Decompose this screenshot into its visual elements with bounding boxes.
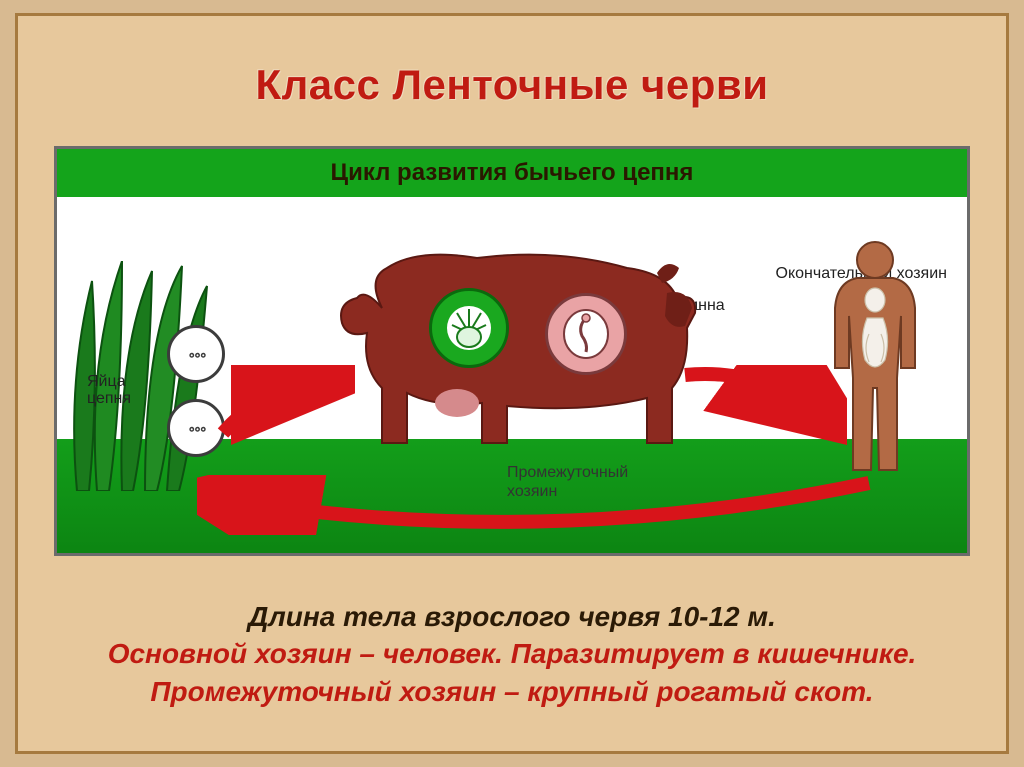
diagram-area: ∘∘∘ ∘∘∘ Яйца цепня Личинка с крючочками … [57, 197, 967, 553]
eggs-label: Яйца цепня [87, 373, 131, 408]
larva-icon [442, 301, 496, 355]
facts-block: Длина тела взрослого червя 10-12 м. Осно… [18, 598, 1006, 711]
slide-title: Класс Ленточные черви [18, 61, 1006, 109]
arrow-eggs-to-cow [215, 365, 355, 445]
cow-icon [327, 238, 697, 458]
fact-main-host: Основной хозяин – человек. Паразитирует … [18, 635, 1006, 673]
fact-intermediate-host: Промежуточный хозяин – крупный рогатый с… [18, 673, 1006, 711]
diagram-container: Цикл развития бычьего цепня ∘∘∘ [54, 146, 970, 556]
fact-length: Длина тела взрослого червя 10-12 м. [18, 598, 1006, 636]
subtitle-bar: Цикл развития бычьего цепня [57, 149, 967, 197]
diagram-subtitle: Цикл развития бычьего цепня [331, 159, 694, 187]
larva-circle [429, 288, 509, 368]
cow-host [327, 238, 697, 458]
arrow-human-to-eggs [197, 475, 877, 535]
slide-inner-frame: Класс Ленточные черви Цикл развития бычь… [15, 13, 1009, 754]
finna-circle [545, 293, 627, 375]
finna-icon [558, 306, 614, 362]
arrow-cow-to-human [677, 365, 847, 445]
